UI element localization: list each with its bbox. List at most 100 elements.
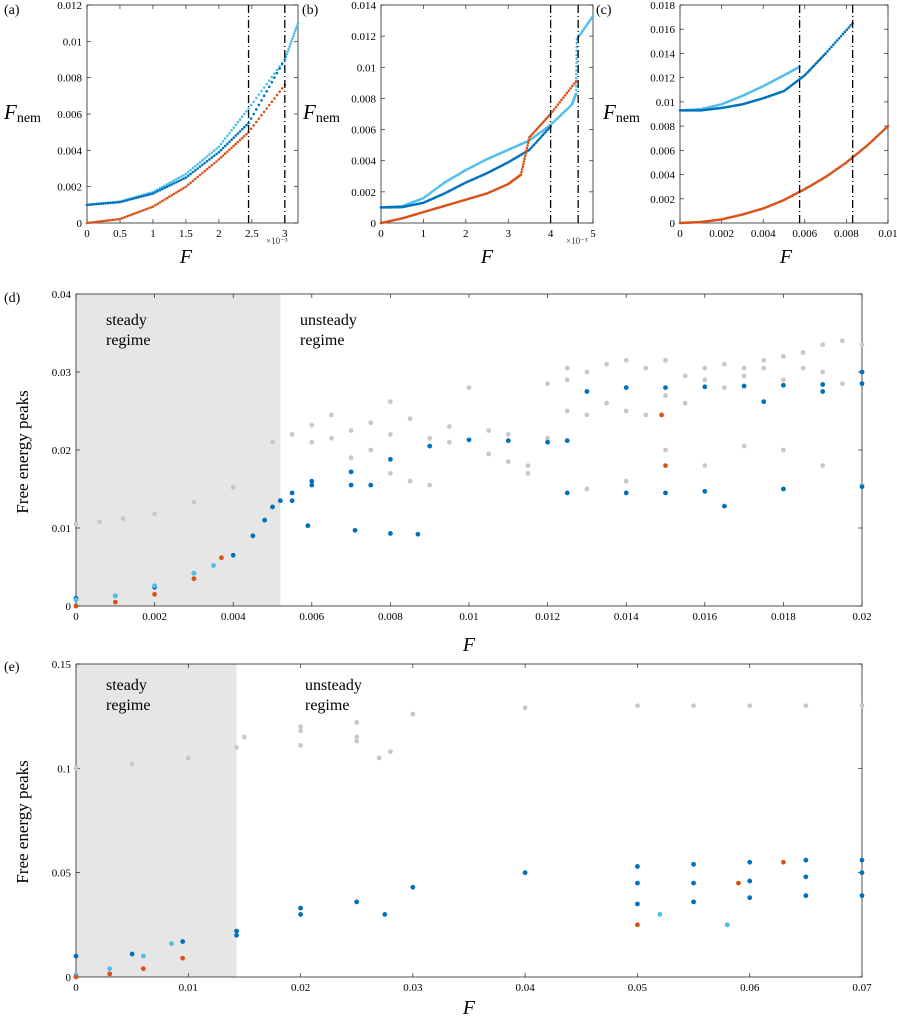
panel-a-series-1-point — [270, 80, 274, 84]
panel-d-series-1-point — [289, 432, 295, 437]
panel-d-series-1-point — [348, 428, 354, 433]
panel-a-series-1-point — [240, 128, 244, 131]
panel-b-series-2-point — [541, 121, 545, 124]
panel-a-xtick-label: 3 — [282, 228, 288, 240]
panel-a-series-2-point — [221, 154, 225, 157]
panel-c-ytick-label: 0.008 — [650, 121, 675, 133]
panel-a-series-0-point — [194, 164, 197, 168]
panel-b-series-2-point — [556, 103, 560, 106]
panel-a-series-2-point — [275, 93, 279, 97]
panel-d-series-0-point — [270, 439, 275, 445]
panel-a-series-1-point — [198, 165, 202, 168]
panel-b-xtick-label: 2 — [463, 228, 469, 240]
panel-d-ytick-label: 0.01 — [52, 523, 71, 535]
panel-a-series-2-point — [267, 103, 271, 107]
panel-a-series-0-point — [273, 72, 276, 75]
panel-b-series-2-point — [522, 162, 525, 166]
panel-a-xtick-label: 2 — [216, 228, 222, 240]
panel-e-series-2-point — [724, 922, 730, 928]
panel-a-series-1-point — [128, 198, 131, 201]
panel-b-series-0-point — [575, 53, 578, 57]
panel-c-xtick-label: 0 — [677, 228, 683, 240]
panel-a-series-2-point — [226, 150, 229, 153]
panel-a-series-1-point — [177, 179, 181, 183]
panel-b-xtick-label: 5 — [590, 228, 596, 240]
panel-e-series-3-point — [781, 859, 786, 865]
panel-a-series-1-point — [186, 174, 190, 178]
panel-d-series-1-point — [604, 400, 609, 406]
panel-e-series-1-point — [410, 884, 416, 890]
panel-e-series-3-point — [73, 974, 79, 980]
panel-c-axes-box — [679, 4, 889, 224]
panel-b-series-0-point — [575, 45, 579, 49]
panel-a-series-0-point — [189, 168, 192, 172]
svg-text:Fnem: Fnem — [3, 100, 41, 126]
panel-a-series-1-point — [273, 76, 276, 79]
panel-e-series-0-point — [691, 703, 696, 709]
panel-b-label: (b) — [302, 3, 319, 18]
panel-a-series-2-point — [255, 120, 258, 124]
panel-d-series-0-point — [230, 485, 236, 490]
panel-e-series-0-point — [410, 711, 416, 717]
panel-a-series-2-point — [163, 198, 167, 201]
panel-d-series-2-point — [741, 383, 747, 389]
panel-b-series-0-point — [574, 84, 578, 88]
panel-a-series-1-point — [238, 130, 242, 133]
panel-a-series-1-point — [203, 161, 207, 165]
panel-e-label: (e) — [4, 660, 20, 675]
panel-a-ytick-label: 0.002 — [57, 182, 82, 194]
panel-a-axes-box — [86, 4, 299, 224]
panel-a-series-0-point — [262, 86, 266, 89]
panel-b-series-2-point — [531, 132, 534, 136]
panel-a-series-0-point — [210, 151, 214, 154]
panel-d-series-1-point — [388, 471, 393, 476]
panel-b-series-2-point — [544, 117, 548, 121]
panel-a-series-0-point — [158, 186, 162, 190]
panel-a-series-1-point — [92, 202, 96, 206]
panel-a-series-0-point — [221, 139, 225, 143]
panel-a-series-0-point — [288, 45, 291, 48]
panel-d-series-1-point — [800, 350, 806, 355]
panel-d-series-3-point — [388, 531, 393, 536]
panel-b-series-2-point — [525, 146, 529, 150]
panel-d-series-3-point — [623, 490, 629, 496]
panel-a-series-2-point — [137, 210, 141, 214]
panel-d-series-1-point — [820, 342, 826, 348]
panel-a-series-0-point — [270, 75, 274, 79]
panel-a-series-2-point — [280, 87, 284, 90]
panel-a-series-2-point — [175, 191, 178, 194]
panel-c-ylabel: Fnem — [602, 100, 640, 126]
panel-e-series-0-point — [388, 749, 393, 755]
panel-e-series-1-point — [803, 874, 809, 880]
panel-e-xtick-label: 0.02 — [291, 982, 310, 994]
panel-a-series-2-point — [230, 146, 233, 150]
panel-a-series-2-point — [243, 134, 246, 138]
panel-d-series-1-point — [722, 361, 727, 367]
panel-d-series-1-point — [839, 338, 845, 344]
panel-e: (e) 0 0.01 0.02 0.03 0.04 0.05 0.06 0.07 0 0.05 0.… — [4, 659, 872, 1018]
panel-a-series-0-point — [198, 160, 202, 164]
panel-a-series-2-point — [97, 220, 101, 223]
panel-d-series-1-point — [643, 365, 649, 371]
panel-e-series-0-point — [859, 703, 865, 709]
panel-a-xtick-label: 1 — [150, 228, 156, 240]
panel-b-series-1-point — [543, 131, 546, 135]
panel-a-series-1-point — [219, 148, 223, 152]
panel-a-xtick-label: 2.5 — [245, 228, 259, 240]
panel-a-series-2-point — [208, 165, 211, 169]
panel-b-series-2-point — [543, 119, 546, 122]
panel-e-series-3-point — [140, 966, 146, 972]
panel-e-ytick-label: 0.1 — [57, 763, 71, 775]
panel-b-xtick-label: 1 — [421, 228, 427, 240]
panel-b-series-0-point — [575, 41, 579, 45]
panel-b-ylabel: Fnem — [302, 100, 340, 126]
panel-d-xtick-label: 0.004 — [221, 611, 246, 623]
panel-a-series-1-point — [223, 144, 227, 148]
panel-a-series-2-point — [189, 181, 192, 185]
panel-e-series-1-point — [859, 857, 865, 863]
panel-b-ytick-label: 0.006 — [351, 125, 376, 137]
panel-d-series-1-point — [525, 463, 531, 468]
panel-a-ylabel: Fnem — [3, 100, 41, 126]
panel-a-label: (a) — [4, 3, 20, 18]
